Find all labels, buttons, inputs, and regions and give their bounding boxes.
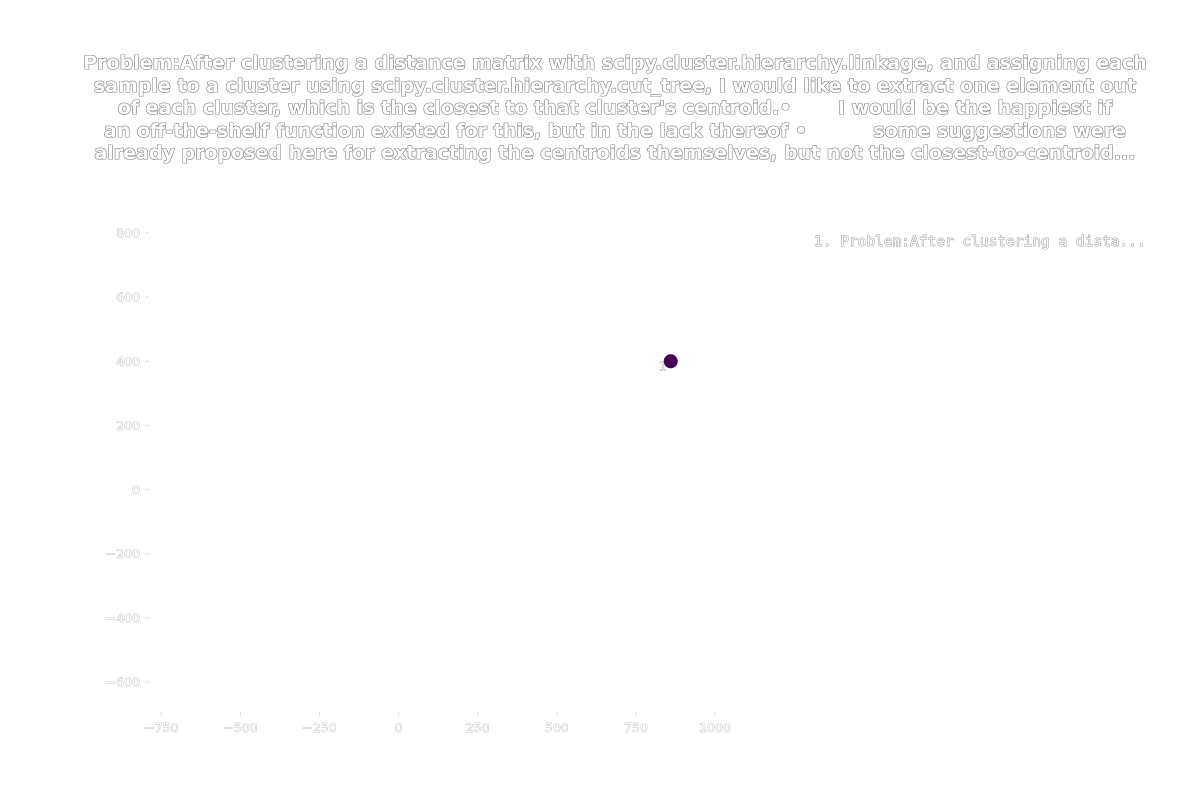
data-point xyxy=(663,354,678,369)
y-axis: 800 600 400 200 0 −200 −400 −600 xyxy=(105,225,149,690)
y-tick-label: 600 xyxy=(116,290,140,305)
x-tick-label: −250 xyxy=(302,720,336,735)
y-tick-label: 0 xyxy=(132,482,140,497)
x-tick-label: 1000 xyxy=(699,720,731,735)
x-tick-label: 750 xyxy=(624,720,648,735)
title-line: sample to a cluster using scipy.cluster.… xyxy=(93,74,1137,97)
y-tick-label: 400 xyxy=(116,354,140,369)
title-line: an off-the-shelf function existed for th… xyxy=(104,119,1126,142)
data-points: 1 xyxy=(659,354,678,374)
x-axis: −750 −500 −250 0 250 500 750 1000 xyxy=(144,712,731,735)
x-tick-label: 0 xyxy=(395,720,403,735)
y-tick-label: −600 xyxy=(106,675,140,690)
title-line: Problem:After clustering a distance matr… xyxy=(83,52,1147,74)
data-point-label: 1 xyxy=(659,359,667,373)
x-tick-label: 250 xyxy=(466,720,490,735)
legend: 1. Problem:After clustering a dista... xyxy=(814,234,1147,251)
chart-title: Problem:After clustering a distance matr… xyxy=(60,52,1170,165)
title-line: of each cluster, which is the closest to… xyxy=(117,97,1113,119)
legend-entry-label: 1. Problem:After clustering a dista... xyxy=(814,234,1146,250)
x-tick-label: −500 xyxy=(223,720,257,735)
y-tick-label: −400 xyxy=(106,610,140,625)
x-tick-label: −750 xyxy=(144,720,178,735)
y-tick-label: 200 xyxy=(116,418,140,433)
y-tick-label: −200 xyxy=(106,546,140,561)
x-tick-label: 500 xyxy=(545,720,569,735)
y-tick-label: 800 xyxy=(116,226,140,241)
title-line: already proposed here for extracting the… xyxy=(94,142,1136,164)
